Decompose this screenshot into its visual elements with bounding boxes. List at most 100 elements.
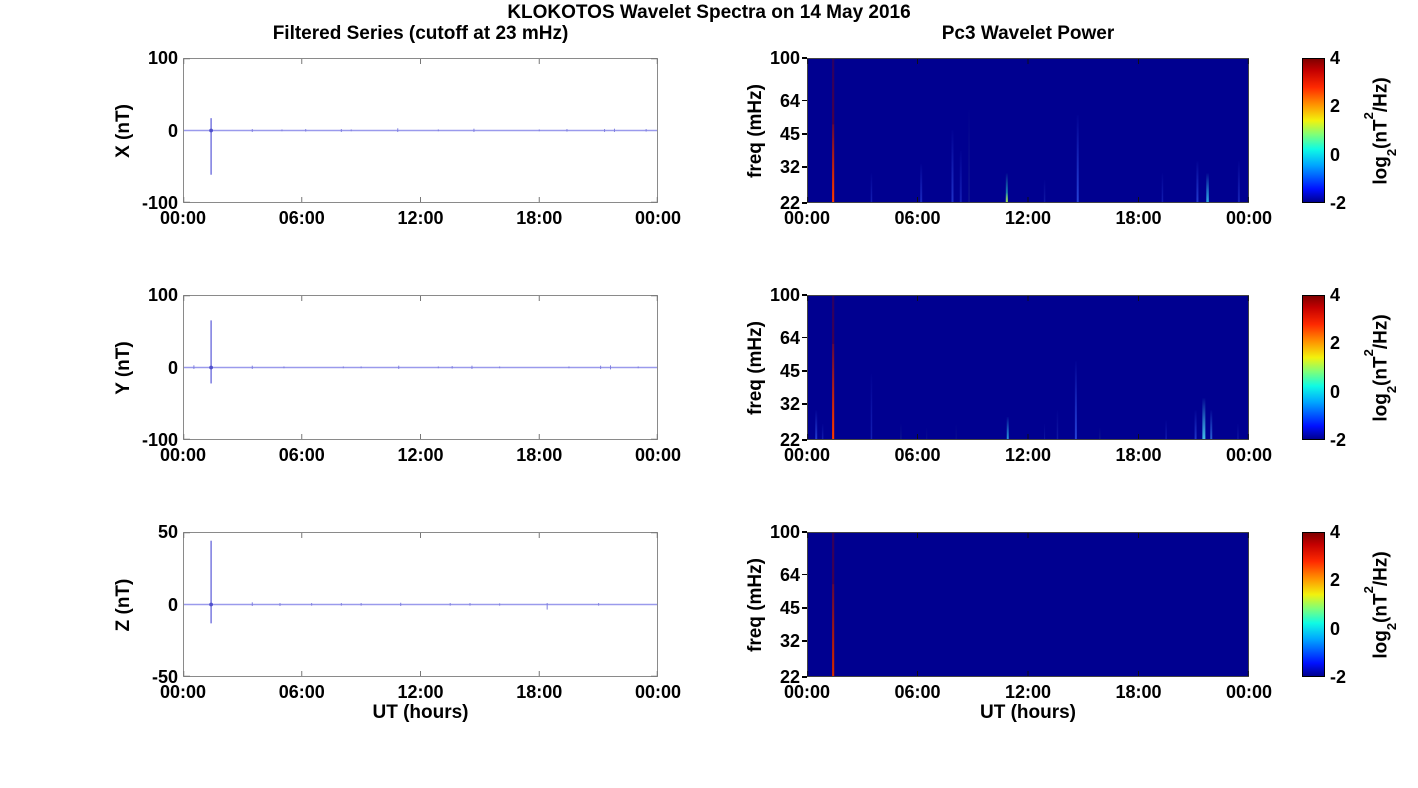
y-tick-label: 100 <box>147 48 178 68</box>
x-tick-label: 12:00 <box>397 445 444 465</box>
freq-tick-label: 32 <box>779 394 800 415</box>
power-streak <box>900 424 902 440</box>
x-tick-label: 18:00 <box>516 208 563 228</box>
power-streak <box>1165 420 1167 440</box>
colorbar-tick-label: 4 <box>1330 285 1341 305</box>
x-tick-label: 00:00 <box>783 445 831 465</box>
plot-area-ts-z <box>183 532 658 677</box>
x-tick-label: 18:00 <box>1115 682 1162 702</box>
x-tick-label: 18:00 <box>1115 208 1162 228</box>
power-streak <box>1099 427 1101 440</box>
freq-tick-label: 45 <box>779 361 800 382</box>
power-streak <box>1161 173 1164 203</box>
event-spike-core <box>209 128 214 133</box>
freq-tick-mark <box>802 439 807 441</box>
x-tick-label: 00:00 <box>1225 682 1273 702</box>
event-spike-core <box>209 365 214 370</box>
x-tick-label: 12:00 <box>397 682 444 702</box>
x-tick-label: 18:00 <box>516 445 563 465</box>
colorbar-tick-label: 4 <box>1330 48 1341 68</box>
plot-frame <box>807 295 1249 440</box>
power-streak <box>926 427 928 440</box>
colorbar-row-2: 4 2 0 -2 log2(nT2/Hz) <box>1296 281 1418 467</box>
figure-title: KLOKOTOS Wavelet Spectra on 14 May 2016 <box>507 2 911 23</box>
plot-area-ts-x <box>183 58 658 203</box>
colorbar-row-1: 4 2 0 -2 log2(nT2/Hz) <box>1296 44 1418 230</box>
freq-tick-label: 100 <box>769 522 800 542</box>
y-tick-label: 0 <box>167 120 178 141</box>
freq-tick-label: 22 <box>779 193 800 213</box>
x-tick-label: 00:00 <box>159 445 207 465</box>
panel-timeseries-x: 100 0 -100 X (nT) 00:00 06:00 12:00 18:00 00:00 <box>90 44 730 230</box>
event-spike-core <box>209 602 214 607</box>
freq-tick-mark <box>802 57 807 59</box>
freq-axis-label: freq (mHz) <box>745 320 766 415</box>
freq-tick-label: 64 <box>779 327 800 348</box>
freq-tick-mark <box>802 531 807 533</box>
x-tick-label: 00:00 <box>634 208 682 228</box>
x-tick-label: 00:00 <box>783 682 831 702</box>
panel-wavelet-x: 100 64 45 32 22 freq (mHz) 00:00 06:00 12:00 18:0… <box>740 44 1272 230</box>
power-streak <box>1074 361 1077 440</box>
panel-timeseries-y: 100 0 -100 Y (nT) 00:00 06:00 12:00 18:00 00:00 <box>90 281 730 467</box>
colorbar-tick-label: 4 <box>1330 522 1341 542</box>
freq-tick-label: 64 <box>779 564 800 585</box>
freq-tick-label: 22 <box>779 667 800 687</box>
colorbar-axis-label: log2(nT2/Hz) <box>1361 76 1400 185</box>
y-axis-label: Z (nT) <box>113 578 134 631</box>
y-tick-label: 0 <box>167 357 178 378</box>
panel-wavelet-z: 100 64 45 32 22 freq (mHz) 00:00 06:00 12:00 18:0… <box>740 518 1272 704</box>
y-tick-label: -100 <box>141 193 178 213</box>
y-axis-label: Y (nT) <box>113 340 134 395</box>
plot-frame <box>807 58 1249 203</box>
freq-tick-label: 100 <box>769 48 800 68</box>
freq-tick-label: 64 <box>779 90 800 111</box>
x-tick-label: 00:00 <box>634 682 682 702</box>
power-streak <box>1196 161 1199 203</box>
freq-tick-label: 22 <box>779 430 800 450</box>
x-tick-label: 12:00 <box>397 208 444 228</box>
power-streak <box>1005 192 1008 203</box>
power-streak <box>1202 398 1206 440</box>
x-tick-label: 00:00 <box>634 445 682 465</box>
power-streak <box>832 343 835 440</box>
y-tick-label: -50 <box>151 667 178 687</box>
x-tick-label: 00:00 <box>159 682 207 702</box>
power-streak <box>1044 424 1046 440</box>
colorbar-tick-label: 2 <box>1330 333 1341 354</box>
freq-tick-label: 32 <box>779 157 800 178</box>
power-streak <box>1206 173 1209 203</box>
power-streak <box>832 124 835 203</box>
colorbar-tick-label: 2 <box>1330 570 1341 591</box>
spectrogram-background <box>807 532 1249 677</box>
x-tick-label: 12:00 <box>1004 208 1052 228</box>
power-streak <box>1237 161 1240 203</box>
freq-tick-mark <box>802 336 807 339</box>
freq-tick-mark <box>802 403 807 405</box>
y-tick-label: 0 <box>167 594 178 615</box>
x-tick-label: 06:00 <box>278 208 325 228</box>
colorbar-tick-label: -2 <box>1330 193 1347 213</box>
freq-tick-mark <box>802 99 807 102</box>
x-tick-label: 18:00 <box>516 682 563 702</box>
panel-timeseries-z: 50 0 -50 Z (nT) 00:00 06:00 12:00 18:00 00:00 <box>90 518 730 704</box>
power-streak <box>951 130 954 203</box>
colorbar-gradient <box>1302 58 1325 203</box>
spectrogram-wav-x <box>807 58 1249 203</box>
power-streak <box>1237 424 1239 440</box>
power-streak <box>1006 416 1009 440</box>
colorbar-tick-label: 0 <box>1330 144 1341 165</box>
power-streak <box>1076 115 1079 203</box>
power-streak <box>1210 410 1213 440</box>
colorbar-tick-label: 0 <box>1330 381 1341 402</box>
x-tick-label: 06:00 <box>894 445 941 465</box>
freq-tick-label: 100 <box>769 285 800 305</box>
freq-tick-label: 32 <box>779 631 800 652</box>
power-streak <box>821 424 824 440</box>
power-streak <box>920 164 923 203</box>
power-streak <box>815 410 818 440</box>
power-streak <box>1005 173 1008 203</box>
y-tick-label: 100 <box>147 285 178 305</box>
x-tick-label: 18:00 <box>1115 445 1162 465</box>
